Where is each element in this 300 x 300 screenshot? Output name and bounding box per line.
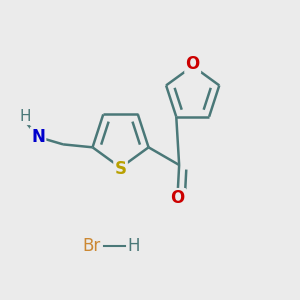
Text: O: O: [186, 55, 200, 73]
Text: Br: Br: [82, 237, 100, 255]
Text: O: O: [171, 189, 185, 207]
Text: H: H: [128, 237, 140, 255]
Text: N: N: [31, 128, 45, 146]
Text: S: S: [115, 160, 127, 178]
Text: H: H: [19, 109, 31, 124]
